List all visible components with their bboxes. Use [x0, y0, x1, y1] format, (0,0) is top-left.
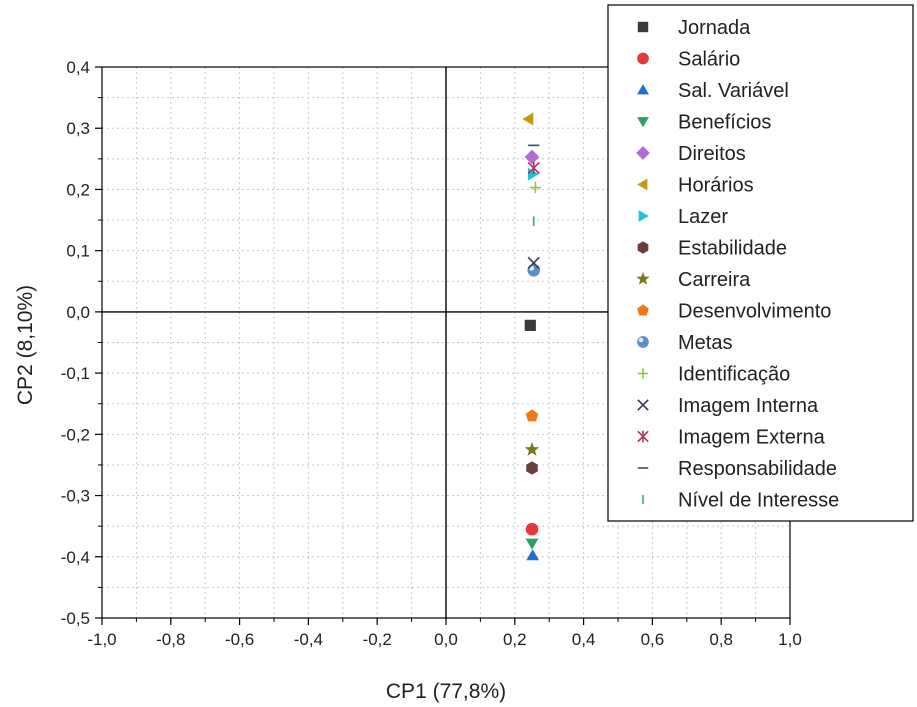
y-tick-label: -0,4: [61, 548, 90, 567]
x-tick-label: -0,6: [225, 630, 254, 649]
legend-item: Metas: [637, 332, 732, 354]
legend-item: Identificação: [637, 364, 790, 386]
legend-label: Imagem Externa: [678, 427, 826, 449]
data-point: [526, 461, 538, 475]
data-point: [527, 161, 540, 175]
data-point: [524, 441, 540, 456]
legend-item: Benefícios: [637, 112, 771, 134]
legend-marker: [637, 241, 649, 254]
legend-label: Nível de Interesse: [678, 490, 839, 512]
legend-marker: [637, 178, 648, 191]
legend-label: Estabilidade: [678, 238, 787, 260]
legend-box: [607, 4, 914, 522]
data-points: [522, 112, 542, 561]
x-tick-label: 0,8: [709, 630, 733, 649]
legend-label: Horários: [678, 175, 754, 197]
y-tick-label: 0,3: [66, 119, 90, 138]
legend: Jornada Salário Sal. Variável Benefícios Dir…: [607, 4, 914, 522]
legend-item: Horários: [637, 175, 754, 197]
data-point: [526, 549, 540, 561]
y-tick-label: 0,1: [66, 242, 90, 261]
data-point: [525, 538, 539, 550]
data-point: [524, 319, 536, 331]
legend-marker: [637, 21, 649, 33]
legend-label: Responsabilidade: [678, 458, 837, 480]
legend-label: Direitos: [678, 143, 746, 165]
legend-marker: [637, 399, 649, 411]
x-tick-label: 0,6: [641, 630, 665, 649]
legend-item: Nível de Interesse: [642, 490, 839, 512]
legend-label: Imagem Interna: [678, 395, 819, 417]
legend-item: Sal. Variável: [637, 80, 789, 102]
tick-marks: [95, 66, 791, 625]
x-tick-label: -0,2: [363, 630, 392, 649]
legend-label: Lazer: [678, 206, 728, 228]
y-axis-title: CP2 (8,10%): [14, 285, 37, 405]
y-tick-label: -0,3: [61, 487, 90, 506]
x-tick-label: 0,4: [572, 630, 596, 649]
legend-label: Jornada: [678, 17, 751, 39]
legend-label: Salário: [678, 49, 740, 71]
legend-item: Lazer: [638, 206, 728, 228]
y-tick-label: -0,2: [61, 425, 90, 444]
legend-label: Carreira: [678, 269, 751, 291]
legend-marker: [637, 52, 649, 65]
y-tick-label: -0,1: [61, 364, 90, 383]
legend-marker: [637, 117, 649, 128]
legend-marker: [636, 146, 650, 160]
legend-marker: [637, 336, 649, 348]
legend-item: Jornada: [637, 17, 751, 39]
legend-label: Benefícios: [678, 112, 771, 134]
data-point: [525, 522, 539, 536]
tick-labels: -1,0 -0,8 -0,6 -0,4 -0,2 0,0 0,2 0,4 0,6 0,8 1,0 0,…: [61, 58, 802, 649]
legend-item: Desenvolvimento: [637, 301, 831, 323]
legend-item: Carreira: [636, 269, 751, 291]
legend-marker: [637, 430, 649, 443]
legend-item: Imagem Externa: [637, 427, 826, 449]
legend-label: Metas: [678, 332, 732, 354]
legend-item: Direitos: [636, 143, 746, 165]
legend-marker: [637, 84, 649, 95]
x-tick-label: 1,0: [778, 630, 802, 649]
y-tick-label: 0,0: [66, 303, 90, 322]
y-tick-label: -0,5: [61, 609, 90, 628]
x-tick-label: -1,0: [87, 630, 116, 649]
legend-marker: [637, 368, 649, 379]
x-tick-label: -0,4: [294, 630, 323, 649]
x-tick-label: 0,2: [503, 630, 527, 649]
legend-label: Identificação: [678, 364, 790, 386]
legend-item: Responsabilidade: [637, 458, 837, 480]
data-point: [527, 263, 541, 277]
x-axis-title: CP1 (77,8%): [386, 680, 506, 703]
legend-item: Estabilidade: [637, 238, 787, 260]
x-tick-label: -0,8: [156, 630, 185, 649]
legend-item: Imagem Interna: [637, 395, 819, 417]
legend-item: Salário: [637, 49, 740, 71]
y-tick-label: 0,2: [66, 180, 90, 199]
x-tick-label: 0,0: [434, 630, 458, 649]
data-point: [522, 112, 534, 126]
data-point: [525, 409, 539, 422]
legend-marker: [638, 210, 649, 222]
y-tick-label: 0,4: [66, 58, 90, 77]
legend-label: Sal. Variável: [678, 80, 789, 102]
data-point: [527, 256, 540, 270]
legend-marker: [637, 304, 649, 316]
data-point: [524, 149, 540, 165]
legend-label: Desenvolvimento: [678, 301, 831, 323]
data-point: [529, 182, 542, 194]
legend-marker: [636, 271, 650, 285]
